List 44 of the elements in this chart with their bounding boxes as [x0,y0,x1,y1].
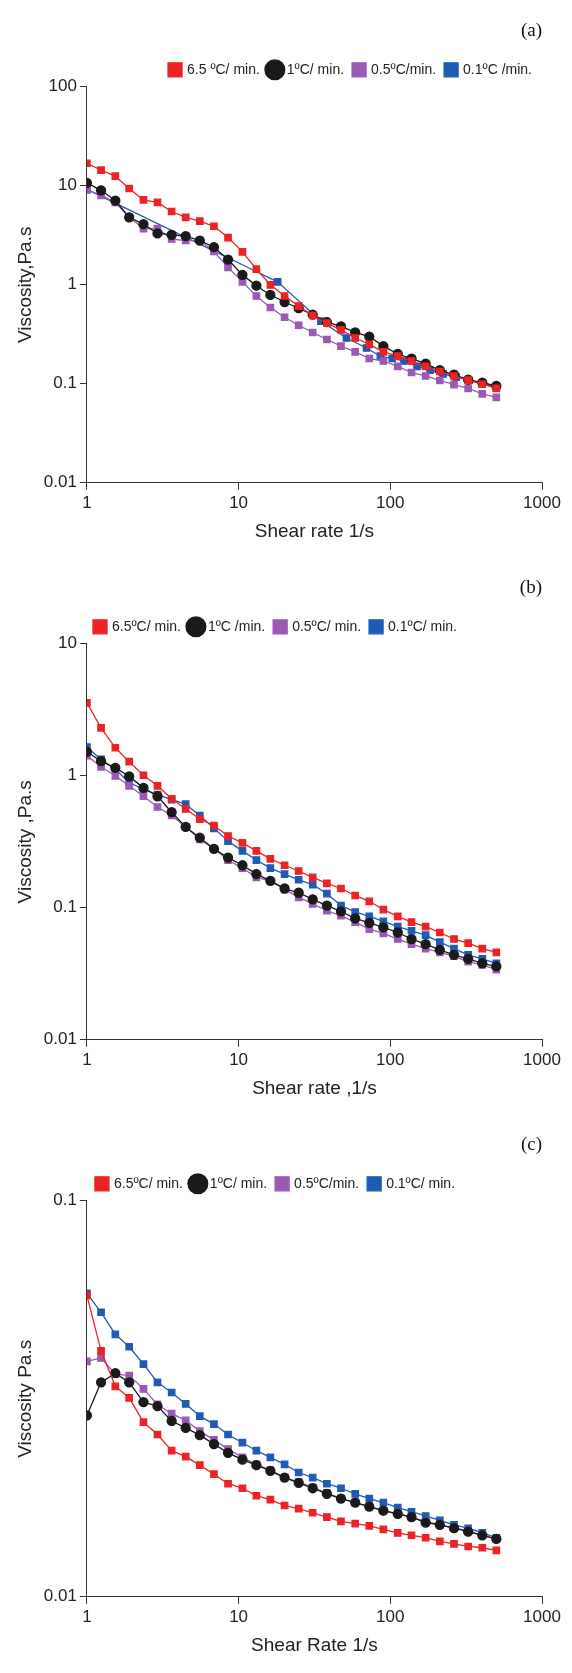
legend-label: 0.5ºC/min. [294,1174,360,1191]
chart-title: (b) [519,576,542,599]
legend-label: 0.1ºC /min. [463,60,533,77]
y-tick-label: 1 [67,274,77,294]
x-tick-label: 1000 [523,1049,561,1069]
y-tick-label: 0.01 [43,472,77,492]
x-tick-label: 1000 [523,1606,561,1626]
legend-label: 0.1ºC/ min. [386,1174,456,1191]
legend-label: 6.5ºC/ min. [112,617,181,634]
x-tick-label: 100 [376,1049,405,1069]
y-tick-label: 1 [67,765,77,785]
legend-label: 1ºC/ min. [286,60,345,77]
x-tick-label: 10 [229,1049,249,1069]
chart-title: (a) [520,19,542,42]
y-tick-label: 100 [48,76,77,96]
y-axis-title: Viscosity Pa.s [13,1339,35,1458]
y-tick-label: 0.01 [43,1586,77,1606]
y-tick-label: 0.1 [53,1190,77,1210]
legend-label: 1ºC/ min. [209,1174,268,1191]
legend-label: 0.5ºC/min. [371,60,437,77]
x-axis-title: Shear Rate 1/s [251,1633,378,1655]
legend-label: 1ºC /min. [207,617,266,634]
y-tick-label: 0.1 [53,373,77,393]
x-tick-label: 100 [376,492,405,512]
y-tick-label: 10 [57,633,77,653]
y-tick-label: 10 [57,175,77,195]
legend-label: 6.5 ºC/ min. [187,60,260,77]
x-tick-label: 100 [376,1606,405,1626]
legend-label: 0.1ºC/ min. [388,617,457,634]
legend-label: 0.5ºC/ min. [292,617,362,634]
x-axis-title: Shear rate 1/s [254,519,375,541]
x-tick-label: 10 [229,492,249,512]
y-axis-title: Viscosity,Pa.s [13,226,35,344]
x-axis-title: Shear rate ,1/s [252,1076,377,1098]
legend-label: 6.5ºC/ min. [113,1174,183,1191]
chart-title: (c) [520,1133,542,1156]
x-tick-label: 1 [82,1049,92,1069]
x-tick-label: 1000 [523,492,561,512]
y-axis-title: Viscosity ,Pa.s [13,780,35,904]
x-tick-label: 1 [82,1606,92,1626]
x-tick-label: 1 [82,492,92,512]
y-tick-label: 0.1 [53,897,77,917]
x-tick-label: 10 [229,1606,249,1626]
y-tick-label: 0.01 [43,1029,77,1049]
